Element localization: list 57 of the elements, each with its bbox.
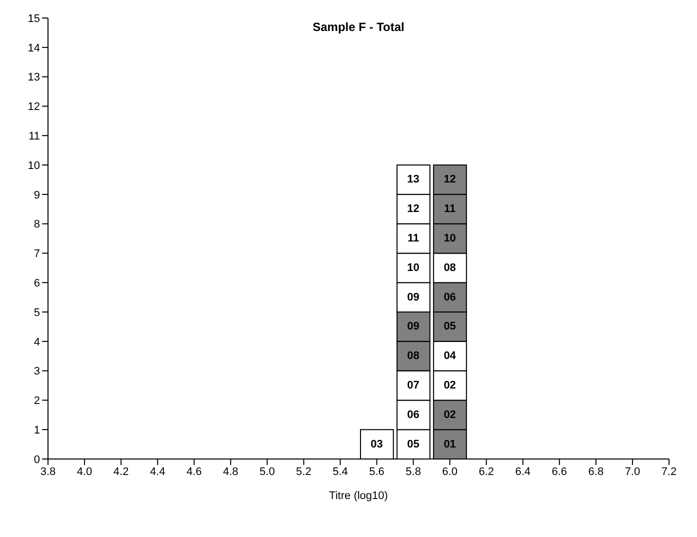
x-tick-label: 7.0 (624, 466, 640, 478)
annotation: 06 (444, 291, 456, 304)
x-tick-label: 4.0 (76, 466, 92, 478)
x-tick-label: 5.2 (296, 466, 312, 478)
y-tick-label: 15 (28, 12, 40, 25)
y-tick-label: 10 (28, 160, 40, 172)
y-tick-label: 1 (34, 424, 40, 437)
y-tick-label: 11 (28, 130, 40, 143)
y-tick-label: 9 (34, 189, 40, 202)
x-tick-label: 7.2 (661, 466, 677, 478)
annotation: 01 (444, 438, 456, 450)
y-tick-label: 6 (34, 278, 40, 290)
annotation: 09 (407, 320, 420, 333)
annotation: 07 (407, 380, 420, 392)
annotation: 10 (407, 262, 420, 274)
annotation: 08 (407, 350, 420, 362)
x-tick-label: 4.2 (113, 466, 129, 478)
x-tick-label: 4.8 (223, 466, 238, 478)
y-tick-label: 2 (34, 395, 40, 408)
annotation: 11 (407, 232, 420, 244)
y-tick-label: 12 (28, 101, 40, 114)
y-tick-label: 8 (34, 218, 40, 231)
annotation: 12 (444, 174, 456, 186)
y-tick-label: 5 (34, 306, 40, 319)
annotation: 09 (407, 291, 420, 304)
x-tick-label: 5.6 (369, 466, 384, 478)
annotation: 13 (407, 174, 420, 186)
x-tick-label: 3.8 (40, 466, 56, 478)
x-tick-label: 6.4 (515, 466, 531, 478)
chart-title: Sample F - Total (312, 20, 406, 34)
x-tick-label: 6.0 (442, 466, 458, 478)
x-tick-label: 5.0 (260, 466, 275, 478)
y-tick-label: 0 (34, 454, 40, 466)
annotation: 06 (407, 408, 420, 421)
x-tick-label: 5.4 (332, 466, 348, 478)
annotation: 04 (444, 350, 457, 362)
x-tick-label: 6.8 (588, 466, 604, 478)
y-tick-label: 14 (28, 42, 40, 54)
annotation: 02 (444, 380, 456, 392)
annotation: 10 (444, 232, 456, 244)
annotation: 03 (370, 438, 383, 450)
x-axis-title: Titre (log10) (329, 490, 388, 502)
annotation: 12 (407, 203, 420, 216)
y-tick-label: 4 (34, 336, 40, 348)
y-tick-label: 7 (34, 248, 40, 260)
x-tick-label: 6.6 (552, 466, 568, 478)
annotation: 05 (407, 438, 420, 450)
annotation: 02 (444, 408, 456, 421)
x-tick-label: 4.6 (186, 466, 202, 478)
annotation: 05 (444, 320, 456, 333)
x-tick-label: 4.4 (150, 466, 166, 478)
x-tick-label: 5.8 (406, 466, 421, 478)
annotation: 11 (444, 203, 456, 216)
y-tick-label: 3 (34, 366, 40, 378)
y-tick-label: 13 (28, 72, 40, 84)
annotation: 08 (444, 262, 456, 274)
x-tick-label: 6.2 (478, 466, 494, 478)
